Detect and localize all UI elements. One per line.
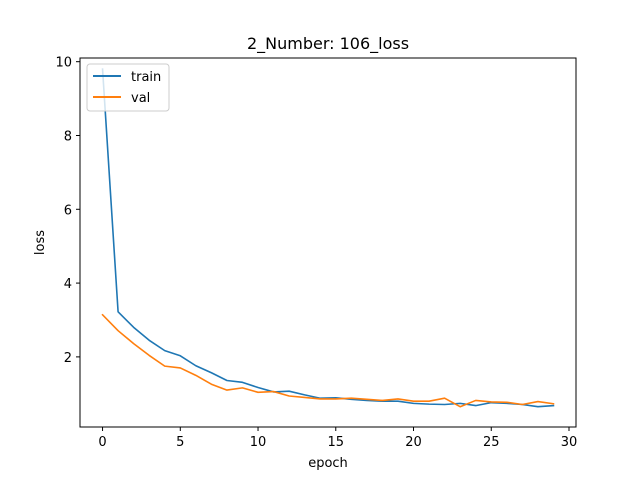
y-tick-label: 8 — [64, 129, 72, 144]
plot-area — [101, 68, 555, 408]
legend-label-val: val — [131, 91, 150, 106]
x-tick-label: 5 — [176, 435, 184, 450]
plot-frame — [79, 57, 577, 428]
series-line-train — [101, 68, 555, 408]
series-line-val — [101, 313, 555, 408]
x-tick-label: 15 — [328, 435, 345, 450]
x-tick-label: 30 — [561, 435, 578, 450]
x-tick-label: 0 — [98, 435, 106, 450]
x-tick-label: 25 — [483, 435, 500, 450]
legend-label-train: train — [131, 70, 161, 85]
y-tick-label: 2 — [64, 351, 72, 366]
x-tick-label: 10 — [250, 435, 267, 450]
y-tick-label: 6 — [64, 203, 72, 218]
y-tick-label: 4 — [64, 277, 72, 292]
y-axis: 2 4 6 8 10 — [55, 56, 80, 366]
legend: train val — [86, 63, 170, 112]
x-axis: 0 5 10 15 20 25 30 — [98, 427, 577, 450]
y-axis-label: loss — [33, 230, 48, 255]
chart-title: 2_Number: 106_loss — [247, 34, 409, 54]
x-tick-label: 20 — [405, 435, 422, 450]
x-axis-label: epoch — [308, 456, 348, 471]
y-tick-label: 10 — [55, 56, 72, 71]
